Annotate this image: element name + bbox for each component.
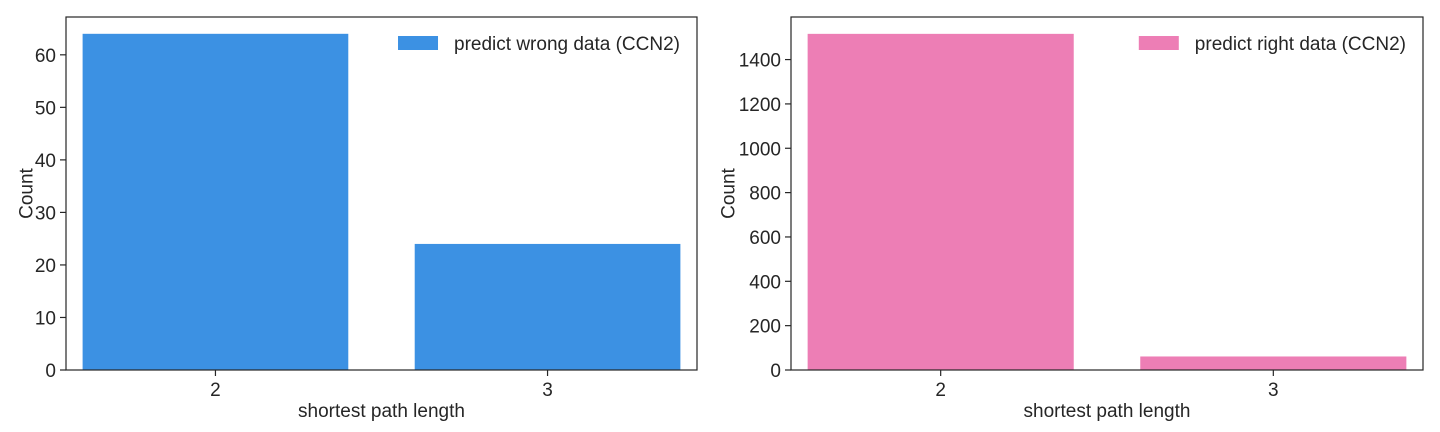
x-tick-label: 3 (542, 380, 553, 401)
x-tick-label: 3 (1268, 380, 1279, 401)
legend: predict right data (CCN2) (1138, 34, 1406, 55)
y-tick-label: 10 (35, 308, 56, 329)
y-tick-label: 40 (35, 151, 56, 172)
y-tick-label: 1400 (739, 51, 781, 72)
y-tick-label: 30 (35, 203, 56, 224)
bars-group (807, 33, 1407, 371)
y-tick-label: 1200 (739, 95, 781, 116)
bar-3 (414, 243, 681, 370)
y-tick-label: 0 (770, 361, 781, 382)
y-tick-label: 400 (749, 272, 781, 293)
x-axis-label: shortest path length (298, 401, 465, 422)
legend-swatch (398, 36, 439, 50)
legend-label: predict right data (CCN2) (1195, 34, 1406, 55)
plot-frame (790, 16, 1424, 371)
y-tick-label: 20 (35, 256, 56, 277)
legend: predict wrong data (CCN2) (398, 34, 680, 55)
y-tick-label: 1000 (739, 139, 781, 160)
plot-frame (65, 16, 698, 371)
y-axis-ticks: 0 10 20 30 40 50 60 (35, 46, 66, 382)
y-axis-label: Count (719, 167, 740, 218)
y-tick-label: 800 (749, 184, 781, 205)
y-tick-label: 0 (45, 361, 56, 382)
y-tick-label: 60 (35, 46, 56, 67)
x-tick-label: 2 (935, 380, 946, 401)
bar-2 (82, 33, 349, 371)
x-tick-label: 2 (210, 380, 221, 401)
x-axis-label: shortest path length (1024, 401, 1191, 422)
legend-swatch (1138, 36, 1179, 50)
bar-3 (1140, 356, 1407, 370)
y-axis-ticks: 0 200 400 600 800 1000 1200 1400 (739, 51, 791, 382)
bars-group (82, 33, 681, 371)
y-tick-label: 50 (35, 98, 56, 119)
bar-2 (807, 33, 1074, 371)
legend-label: predict wrong data (CCN2) (454, 34, 680, 55)
y-axis-label: Count (17, 167, 38, 218)
y-tick-label: 600 (749, 228, 781, 249)
y-tick-label: 200 (749, 317, 781, 338)
